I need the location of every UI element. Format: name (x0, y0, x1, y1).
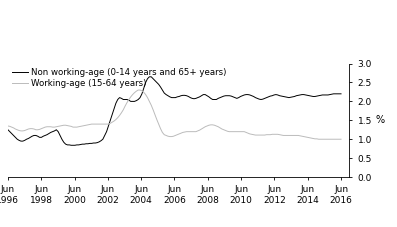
Non working-age (0-14 years and 65+ years) (44, 133, 49, 136)
Y-axis label: %: % (376, 115, 385, 125)
Working-age (15-64 years) (331, 138, 336, 141)
Non working-age (0-14 years and 65+ years) (69, 144, 73, 147)
Line: Non working-age (0-14 years and 65+ years): Non working-age (0-14 years and 65+ year… (8, 77, 341, 145)
Non working-age (0-14 years and 65+ years) (331, 92, 336, 95)
Working-age (15-64 years) (136, 89, 141, 91)
Non working-age (0-14 years and 65+ years) (11, 134, 16, 137)
Non working-age (0-14 years and 65+ years) (147, 75, 152, 78)
Non working-age (0-14 years and 65+ years) (339, 92, 343, 95)
Working-age (15-64 years) (339, 138, 343, 141)
Line: Working-age (15-64 years): Working-age (15-64 years) (8, 90, 341, 139)
Non working-age (0-14 years and 65+ years) (76, 143, 81, 146)
Non working-age (0-14 years and 65+ years) (6, 128, 10, 131)
Working-age (15-64 years) (303, 136, 308, 138)
Working-age (15-64 years) (6, 125, 10, 127)
Working-age (15-64 years) (74, 126, 79, 128)
Legend: Non working-age (0-14 years and 65+ years), Working-age (15-64 years): Non working-age (0-14 years and 65+ year… (12, 68, 227, 88)
Working-age (15-64 years) (316, 138, 321, 141)
Non working-age (0-14 years and 65+ years) (134, 99, 139, 102)
Working-age (15-64 years) (11, 126, 16, 129)
Working-age (15-64 years) (44, 125, 49, 128)
Working-age (15-64 years) (132, 91, 137, 94)
Non working-age (0-14 years and 65+ years) (305, 94, 310, 97)
